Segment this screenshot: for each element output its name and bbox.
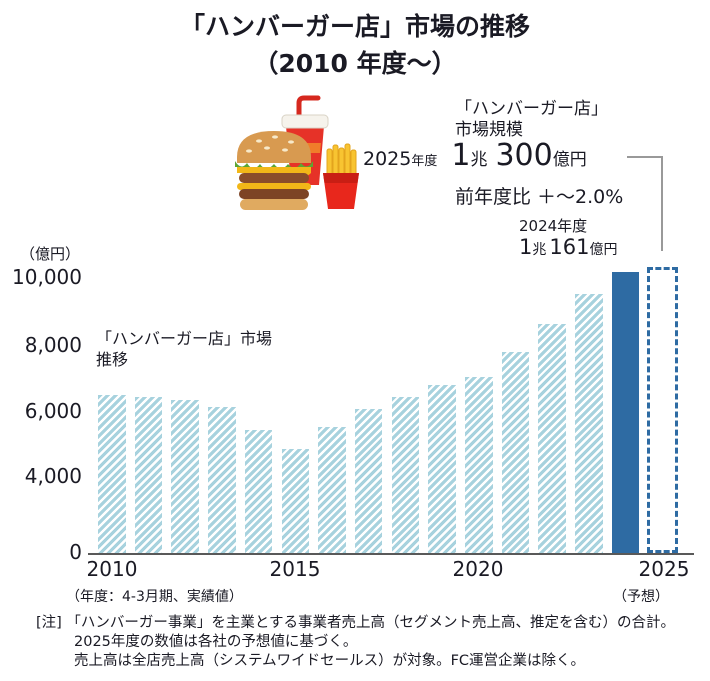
callout-2025-unit-cho: 兆 (470, 150, 488, 170)
burger-icon (235, 131, 313, 210)
callout-2025-yoy: 前年度比 ＋〜2.0% (455, 186, 624, 208)
x-axis-note-left: （年度：4-3月期、実績値） (66, 589, 243, 605)
footnote-line1: [注] 「ハンバーガー事業」を主業とする事業者売上高（セグメント売上高、推定を含… (36, 615, 675, 631)
food-illustration (235, 95, 359, 210)
y-tick-6000: 6,000 (24, 399, 82, 423)
page-title-line2: （2010 年度〜） (253, 49, 457, 78)
callout-2025-heading: 「ハンバーガー店」 市場規模 (455, 99, 608, 141)
bar-2012 (171, 400, 199, 553)
bar-2023 (575, 293, 603, 553)
y-tick-8000: 8,000 (24, 333, 82, 357)
x-axis-note-forecast: （予想） (613, 589, 669, 605)
callout-2025-unit-oku: 億円 (552, 150, 587, 170)
footnote-line3: 売上高は全店売上高（システムワイドセールス）が対象。FC運営企業は除く。 (74, 653, 586, 669)
x-tick-2010: 2010 (86, 557, 138, 581)
callout-2024: 2024年度 1 兆 161 億円 (519, 217, 617, 259)
bar-2017 (354, 408, 383, 553)
callout-2025-value-int: 1 (451, 138, 471, 173)
y-axis-unit-label: （億円） (20, 245, 81, 263)
callout-2024-value-num: 161 (549, 235, 590, 259)
callout-2025-year-suffix: 年度 (411, 154, 438, 169)
x-axis-line (88, 553, 694, 555)
series-label: 「ハンバーガー店」市場 推移 (96, 328, 272, 370)
footnote-line2: 2025年度の数値は各社の予想値に基づく。 (74, 634, 358, 650)
x-tick-2015: 2015 (269, 557, 321, 581)
bar-2011 (134, 397, 163, 553)
bar-2016 (318, 427, 346, 553)
callout-2024-value-int: 1 (519, 235, 533, 259)
callout-2025-value-num: 300 (495, 138, 553, 173)
bar-2014 (244, 430, 273, 553)
page-title: 「ハンバーガー店」市場の推移 （2010 年度〜） (0, 8, 710, 82)
callout-2025-year: 2025 (363, 148, 412, 170)
bar-2010 (98, 395, 126, 553)
x-tick-2025: 2025 (638, 557, 690, 581)
bar-2025-forecast (646, 267, 678, 553)
series-label-line2: 推移 (96, 350, 129, 369)
bar-2021 (501, 352, 530, 553)
bar-2018 (391, 397, 420, 553)
callout-2024-unit-oku: 億円 (589, 242, 618, 258)
callout-2024-year: 2024年度 (519, 217, 588, 235)
callout-connector-horizontal (627, 156, 663, 158)
y-tick-10000: 10,000 (12, 265, 82, 289)
y-tick-0: 0 (69, 540, 82, 564)
callout-2025-heading-line2: 市場規模 (455, 120, 523, 140)
callout-2024-unit-cho: 兆 (532, 242, 547, 258)
page-title-line1: 「ハンバーガー店」市場の推移 (179, 12, 530, 41)
series-label-line1: 「ハンバーガー店」市場 (96, 329, 273, 348)
bar-2024 (611, 271, 640, 553)
bar-2022 (538, 323, 566, 553)
x-tick-2020: 2020 (452, 557, 504, 581)
fries-icon (323, 143, 359, 209)
callout-connector-vertical (661, 156, 663, 251)
callout-2025-heading-line1: 「ハンバーガー店」 (455, 99, 608, 119)
y-tick-4000: 4,000 (24, 464, 82, 488)
bar-2020 (465, 377, 493, 553)
bar-2015 (281, 448, 309, 553)
callout-2025-value: 2025 年度 1 兆 300 億円 (363, 138, 587, 173)
callout-2024-value: 1 兆 161 億円 (519, 235, 618, 259)
bar-2019 (428, 385, 456, 553)
footnotes: [注] 「ハンバーガー事業」を主業とする事業者売上高（セグメント売上高、推定を含… (36, 614, 704, 671)
bar-2013 (208, 407, 236, 553)
